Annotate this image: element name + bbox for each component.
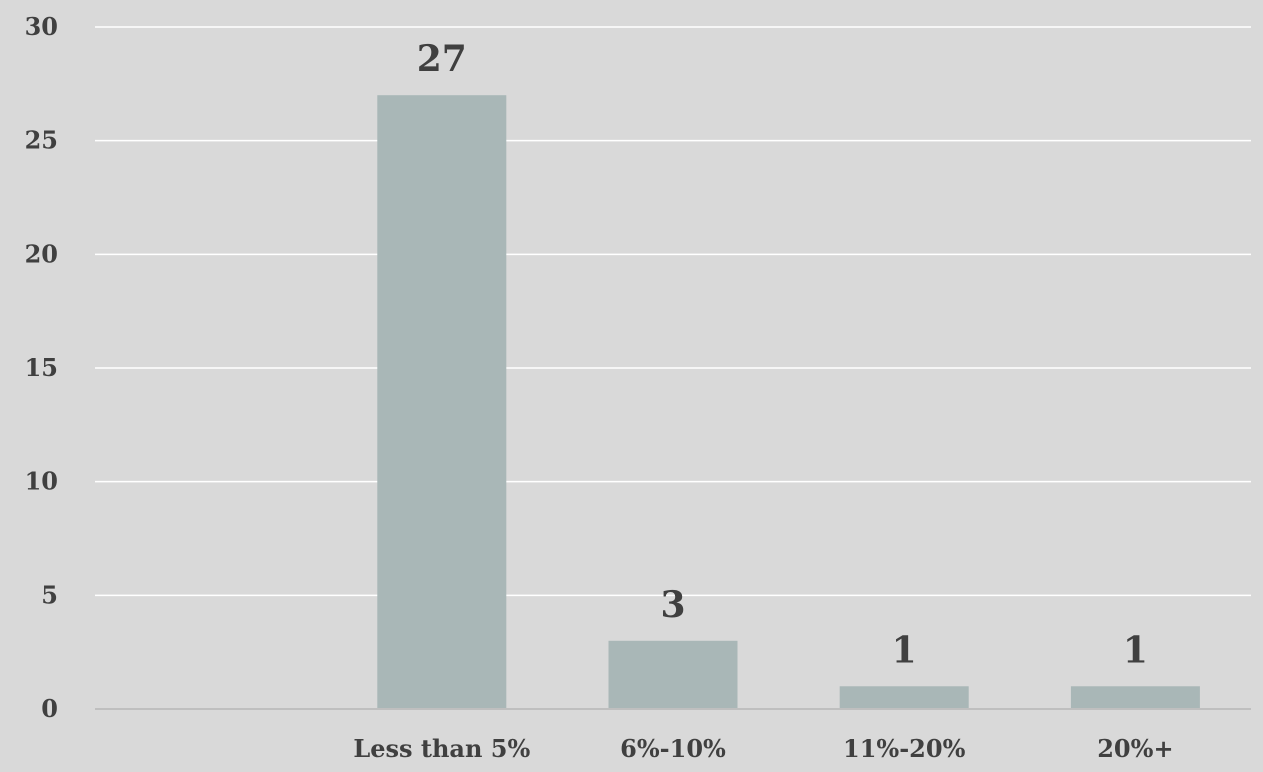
- data-labels: 27 3 1 1: [417, 38, 1148, 671]
- bar: [608, 640, 738, 709]
- y-tick-label: 30: [25, 12, 58, 41]
- data-label: 1: [1123, 629, 1148, 671]
- gridlines: [95, 26, 1251, 597]
- y-tick-label: 25: [25, 126, 58, 155]
- x-axis-category-labels: Less than 5% 6%-10% 11%-20% 20%+: [353, 734, 1173, 763]
- y-tick-label: 0: [41, 694, 58, 723]
- y-tick-label: 10: [25, 467, 58, 496]
- bar: [1070, 686, 1200, 709]
- x-category-label: 20%+: [1097, 734, 1173, 763]
- data-label: 27: [417, 38, 467, 80]
- y-tick-label: 5: [41, 580, 58, 609]
- data-label: 3: [660, 584, 685, 626]
- bar: [377, 95, 507, 709]
- y-tick-label: 15: [25, 353, 58, 382]
- bars: [377, 95, 1200, 709]
- data-label: 1: [892, 629, 917, 671]
- x-category-label: 6%-10%: [620, 734, 726, 763]
- y-tick-label: 20: [25, 239, 58, 268]
- y-axis-tick-labels: 0 5 10 15 20 25 30: [25, 12, 58, 723]
- bar: [839, 686, 969, 709]
- x-category-label: Less than 5%: [353, 734, 530, 763]
- x-category-label: 11%-20%: [843, 734, 966, 763]
